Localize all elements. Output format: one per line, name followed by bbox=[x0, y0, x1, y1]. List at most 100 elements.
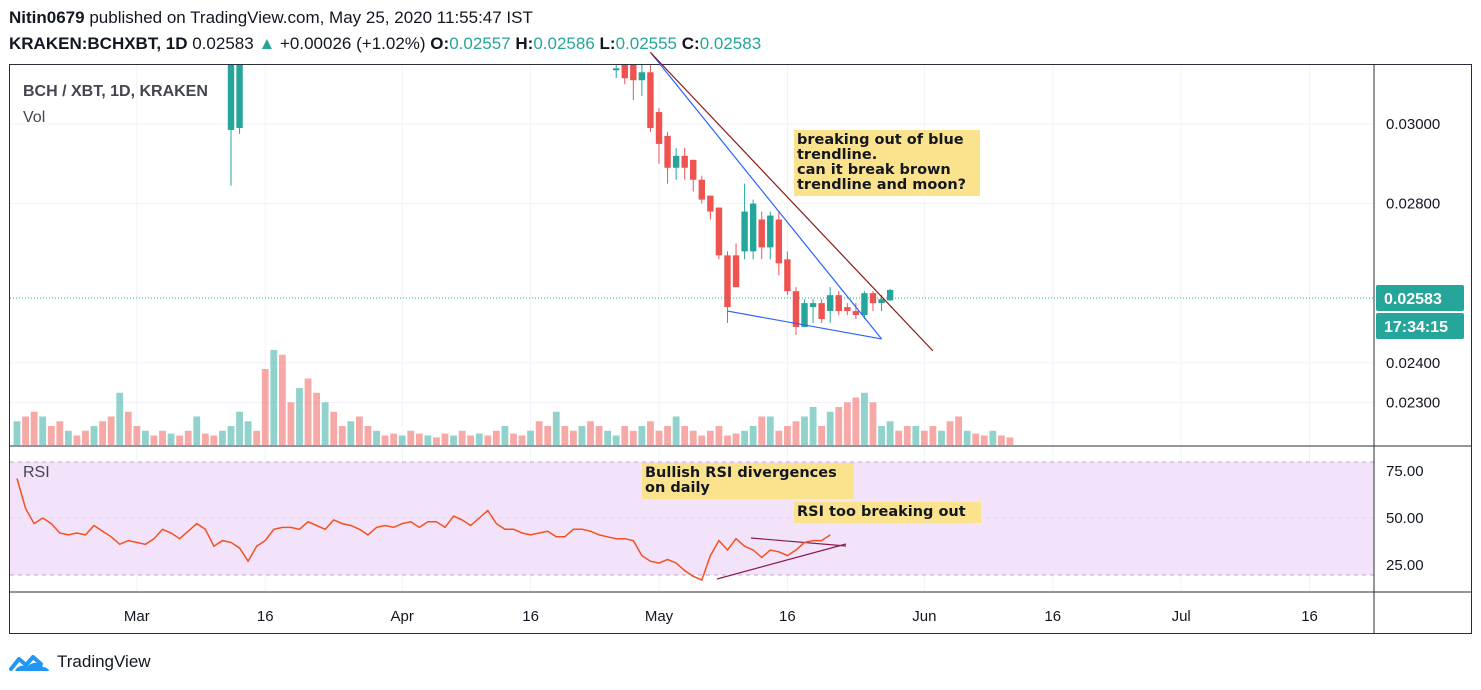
volume-bar bbox=[398, 435, 406, 445]
volume-bar bbox=[946, 421, 954, 445]
published-text: published on TradingView.com, May 25, 20… bbox=[89, 8, 533, 27]
volume-bar bbox=[698, 435, 706, 445]
price-note-text: trendline. bbox=[797, 147, 877, 163]
close-value: 0.02583 bbox=[699, 34, 762, 53]
time-tick-label: 16 bbox=[522, 608, 539, 625]
volume-bar bbox=[672, 416, 680, 445]
volume-bar bbox=[210, 435, 218, 445]
time-tick-label: Mar bbox=[124, 608, 150, 625]
price-tick-label: 0.03000 bbox=[1386, 116, 1440, 133]
volume-bar bbox=[715, 426, 723, 445]
volume-bar bbox=[920, 430, 928, 445]
volume-bar bbox=[886, 421, 894, 445]
price-tick-label: 0.02800 bbox=[1386, 196, 1440, 213]
volume-bar bbox=[578, 426, 586, 445]
volume-bar bbox=[347, 421, 355, 445]
publish-line: Nitin0679 published on TradingView.com, … bbox=[9, 8, 533, 28]
candle-body bbox=[869, 293, 877, 304]
price-tick-label: 0.02300 bbox=[1386, 395, 1440, 412]
volume-bar bbox=[13, 421, 21, 445]
volume-bar bbox=[450, 435, 457, 445]
candle-body bbox=[749, 203, 757, 252]
price-badges: 0.02583 17:34:15 bbox=[1376, 285, 1464, 339]
volume-bar bbox=[64, 430, 72, 445]
volume-bar bbox=[356, 416, 363, 445]
volume-bar bbox=[501, 426, 509, 445]
tradingview-logo-icon bbox=[9, 655, 49, 671]
volume-bar bbox=[99, 421, 106, 445]
volume-bar bbox=[647, 421, 654, 445]
volume-bar bbox=[741, 430, 748, 445]
volume-bar bbox=[184, 430, 192, 445]
candle-body bbox=[630, 65, 637, 81]
high-value: 0.02586 bbox=[533, 34, 595, 53]
author-name[interactable]: Nitin0679 bbox=[9, 8, 85, 27]
volume-bar bbox=[142, 430, 149, 445]
candle-body bbox=[613, 68, 620, 71]
low-label: L: bbox=[599, 34, 616, 53]
candles bbox=[227, 65, 894, 335]
chart-frame bbox=[9, 64, 1472, 634]
rsi-tick-label: 75.00 bbox=[1386, 463, 1424, 480]
volume-bar bbox=[415, 433, 423, 445]
price-note-text: can it break brown bbox=[797, 162, 951, 178]
volume-bar bbox=[638, 426, 646, 445]
rsi-tick-label: 50.00 bbox=[1386, 510, 1424, 527]
volume-bar bbox=[124, 411, 132, 445]
volume-bar bbox=[664, 426, 671, 445]
volume-bar bbox=[270, 350, 278, 445]
rsi-polyline bbox=[16, 478, 831, 582]
volume-bar bbox=[518, 435, 526, 445]
volume-bar bbox=[587, 421, 594, 445]
volume-bar bbox=[253, 430, 261, 445]
rsi-divergence-line bbox=[716, 543, 847, 580]
time-tick-label: 16 bbox=[1301, 608, 1318, 625]
time-tick-label: May bbox=[645, 608, 674, 625]
legend-pair: BCH / XBT, 1D, KRAKEN bbox=[23, 83, 208, 100]
rsi-breakout-note-box bbox=[794, 502, 981, 523]
volume-bar bbox=[792, 421, 800, 445]
candle-body bbox=[638, 72, 646, 81]
candle-body bbox=[784, 259, 791, 292]
volume-bar bbox=[441, 433, 449, 445]
volume-bar bbox=[552, 411, 560, 445]
volume-bar bbox=[407, 430, 415, 445]
volume-bar bbox=[73, 435, 81, 445]
axes: Mar 16 Apr 16 May 16 Jun 16 Jul 16 0.03000 0.02800 0… bbox=[124, 116, 1440, 625]
volume-bar bbox=[261, 369, 269, 445]
candle-body bbox=[236, 65, 243, 128]
volume-bar bbox=[424, 435, 432, 445]
volume-bar bbox=[561, 426, 569, 445]
candle-body bbox=[827, 295, 834, 312]
volume-bar bbox=[475, 433, 483, 445]
volume-bar bbox=[236, 411, 243, 445]
volume-bar bbox=[458, 430, 466, 445]
volume-bar bbox=[227, 426, 235, 445]
trendlines bbox=[649, 51, 934, 580]
volume-bars bbox=[13, 350, 1014, 445]
volume-bar bbox=[390, 433, 398, 445]
footer-brand[interactable]: TradingView bbox=[57, 652, 151, 671]
candle-body bbox=[878, 299, 885, 304]
volume-bar bbox=[861, 392, 868, 445]
candle-body bbox=[715, 207, 723, 256]
price-change: +0.00026 (+1.02%) bbox=[280, 34, 426, 53]
volume-bar bbox=[90, 426, 98, 445]
open-value: 0.02557 bbox=[449, 34, 511, 53]
volume-bar bbox=[219, 430, 226, 445]
volume-bar bbox=[107, 416, 115, 445]
candle-body bbox=[861, 293, 868, 316]
candle-body bbox=[886, 289, 894, 301]
candle-body bbox=[664, 135, 671, 168]
time-tick-label: Jul bbox=[1172, 608, 1191, 625]
price-note-text: trendline and moon? bbox=[797, 177, 966, 193]
low-value: 0.02555 bbox=[615, 34, 678, 53]
candle-body bbox=[690, 159, 697, 180]
volume-bar bbox=[287, 402, 295, 445]
volume-bar bbox=[681, 426, 689, 445]
volume-bar bbox=[570, 430, 577, 445]
volume-bar bbox=[604, 430, 612, 445]
volume-bar bbox=[612, 435, 620, 445]
candle-body bbox=[698, 179, 705, 200]
